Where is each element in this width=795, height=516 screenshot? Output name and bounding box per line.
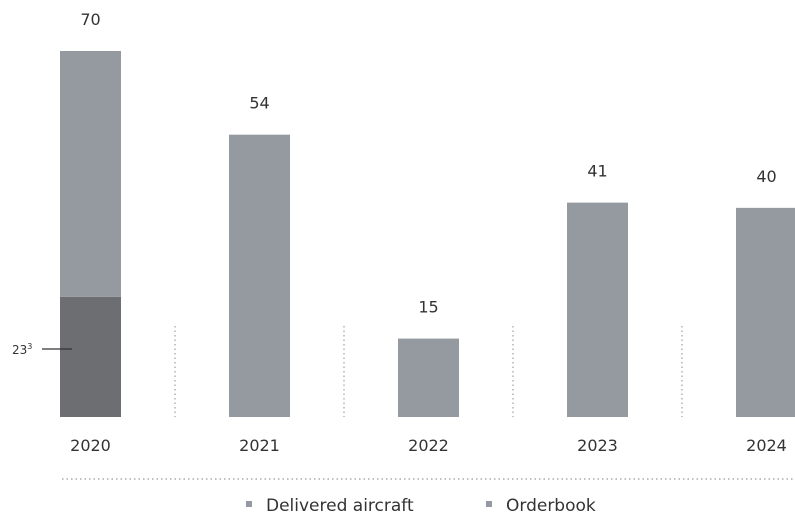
x-tick-2023: 2023 [577,436,618,455]
value-label-2020: 70 [80,10,100,29]
value-label-2021: 54 [249,94,269,113]
x-tick-2022: 2022 [408,436,449,455]
bar-2024-orderbook [736,207,795,417]
x-tick-2021: 2021 [239,436,280,455]
legend-swatch-orderbook [486,501,492,507]
legend-label-orderbook: Orderbook [506,496,596,516]
x-axis-ticks: 2020 2021 2022 2023 2024 [70,436,787,455]
value-labels: 70 54 15 41 40 [80,10,776,317]
legend-swatch-delivered [246,501,252,507]
category-separators [174,326,683,417]
legend: Delivered aircraft Orderbook [246,496,596,516]
value-label-2023: 41 [587,162,607,181]
x-tick-2020: 2020 [70,436,111,455]
value-label-2024: 40 [756,167,776,186]
annotation-base: 23 [12,343,27,357]
bars-layer [60,51,795,417]
value-label-2022: 15 [418,298,438,317]
x-tick-2024: 2024 [746,436,787,455]
bar-2021-orderbook [229,134,290,417]
annotation-label: 233 [12,342,32,357]
annotation-superscript: 3 [27,342,32,351]
bar-2023-orderbook [567,202,628,417]
bar-2022-orderbook [398,338,459,417]
legend-label-delivered: Delivered aircraft [266,496,414,516]
bar-2020-orderbook [60,51,121,297]
annotation-23: 233 [12,342,72,357]
bar-2020-delivered [60,296,121,417]
